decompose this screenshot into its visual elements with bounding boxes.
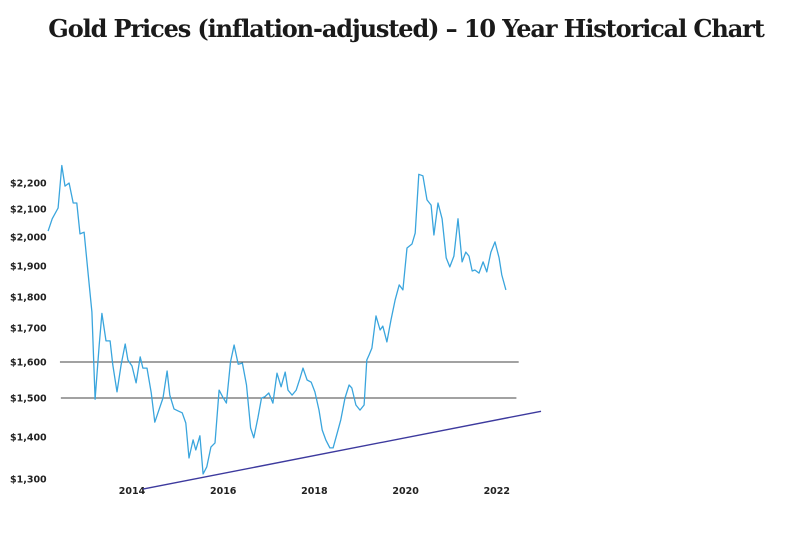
y-tick-label: $2,100 (10, 205, 47, 216)
y-tick-label: $1,300 (10, 475, 47, 486)
y-tick-label: $1,500 (10, 394, 47, 405)
x-tick-label: 2018 (301, 486, 328, 497)
y-tick-label: $2,000 (10, 233, 47, 244)
y-tick-label: $1,900 (10, 262, 47, 273)
y-tick-label: $1,700 (10, 324, 47, 335)
x-tick-label: 2016 (210, 486, 237, 497)
x-tick-label: 2014 (119, 486, 146, 497)
y-tick-label: $1,600 (10, 358, 47, 369)
y-tick-label: $1,800 (10, 293, 47, 304)
y-tick-label: $2,200 (10, 179, 47, 190)
gold-price-series-line (47, 164, 507, 475)
x-axis-ticks: 2014 2016 2018 2020 2022 (119, 486, 510, 497)
y-tick-label: $1,400 (10, 433, 47, 444)
chart-series (47, 164, 507, 475)
chart-annotations (59, 361, 542, 490)
rising-support-trend-line (142, 410, 542, 490)
page-title: Gold Prices (inflation-adjusted) – 10 Ye… (48, 14, 764, 43)
x-tick-label: 2020 (392, 486, 419, 497)
y-axis-ticks: $2,200 $2,100 $2,000 $1,900 $1,800 $1,700 $1,6… (10, 179, 47, 486)
x-tick-label: 2022 (484, 486, 510, 497)
